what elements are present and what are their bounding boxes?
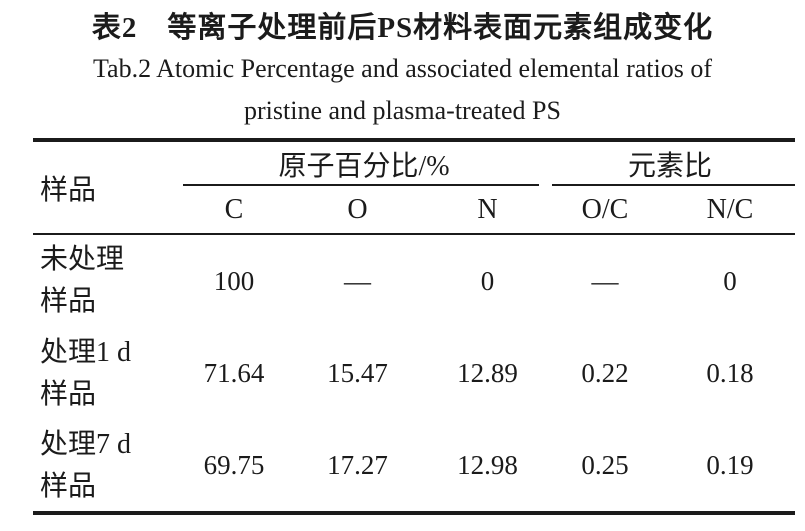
table-row-treated-7d: 处理7 d 样品 69.75 17.27 12.98 0.25 0.19 [33, 420, 795, 513]
header-group-element-ratio: 元素比 [545, 140, 796, 186]
sample-name-line1: 处理7 d [40, 428, 132, 460]
cell-untreated-c: 100 [213, 265, 255, 296]
header-col-c: C [183, 186, 285, 235]
table-row-untreated: 未处理 样品 100 — 0 — 0 [33, 234, 795, 327]
cell-7d-nc: 0.19 [706, 450, 754, 480]
cell-1d-n: 12.89 [457, 358, 518, 388]
cell-1d-o: 15.47 [327, 358, 388, 388]
cell-7d-o: 17.27 [327, 450, 388, 480]
header-col-n: N [430, 186, 546, 235]
cell-untreated-n: 0 [480, 265, 495, 296]
sample-name-line1: 未处理 [40, 244, 125, 275]
header-sample: 样品 [33, 140, 183, 235]
caption-en-line2: pristine and plasma-treated PS [244, 96, 561, 125]
sample-name-line2: 样品 [40, 470, 97, 502]
sample-name-line2: 样品 [40, 378, 97, 410]
cell-untreated-nc: 0 [723, 265, 737, 296]
sample-name-untreated: 未处理 样品 [33, 234, 183, 327]
caption-zh: 表2 等离子处理前后PS材料表面元素组成变化 [91, 12, 714, 44]
sample-name-line1: 处理1 d [40, 336, 132, 368]
cell-1d-nc: 0.18 [706, 358, 754, 388]
table-caption: 表2 等离子处理前后PS材料表面元素组成变化 Tab.2 Atomic Perc… [0, 0, 805, 132]
sample-name-treated-1d: 处理1 d 样品 [33, 327, 183, 420]
header-group-row: 样品 原子百分比/% 元素比 [33, 140, 796, 235]
elemental-composition-table: 样品 原子百分比/% 元素比 C O N O/C N/C 未处理 样品 100 … [33, 138, 796, 515]
cell-1d-oc: 0.22 [581, 358, 629, 388]
sample-name-line2: 样品 [40, 286, 97, 317]
header-col-o: O [285, 186, 430, 235]
sample-name-treated-7d: 处理7 d 样品 [33, 420, 183, 513]
header-columns-row: C O N O/C N/C [33, 186, 796, 235]
cell-7d-n: 12.98 [457, 450, 518, 480]
caption-en-line1: Tab.2 Atomic Percentage and associated e… [92, 54, 713, 83]
header-group-atomic-percentage: 原子百分比/% [183, 140, 545, 186]
table-row-treated-1d: 处理1 d 样品 71.64 15.47 12.89 0.22 0.18 [33, 327, 795, 420]
cell-untreated-o: — [344, 265, 371, 296]
header-col-nc: N/C [665, 186, 796, 235]
cell-7d-oc: 0.25 [581, 450, 629, 480]
cell-1d-c: 71.64 [203, 358, 265, 388]
cell-7d-c: 69.75 [203, 450, 265, 480]
cell-untreated-oc: — [591, 265, 619, 296]
header-col-oc: O/C [545, 186, 666, 235]
